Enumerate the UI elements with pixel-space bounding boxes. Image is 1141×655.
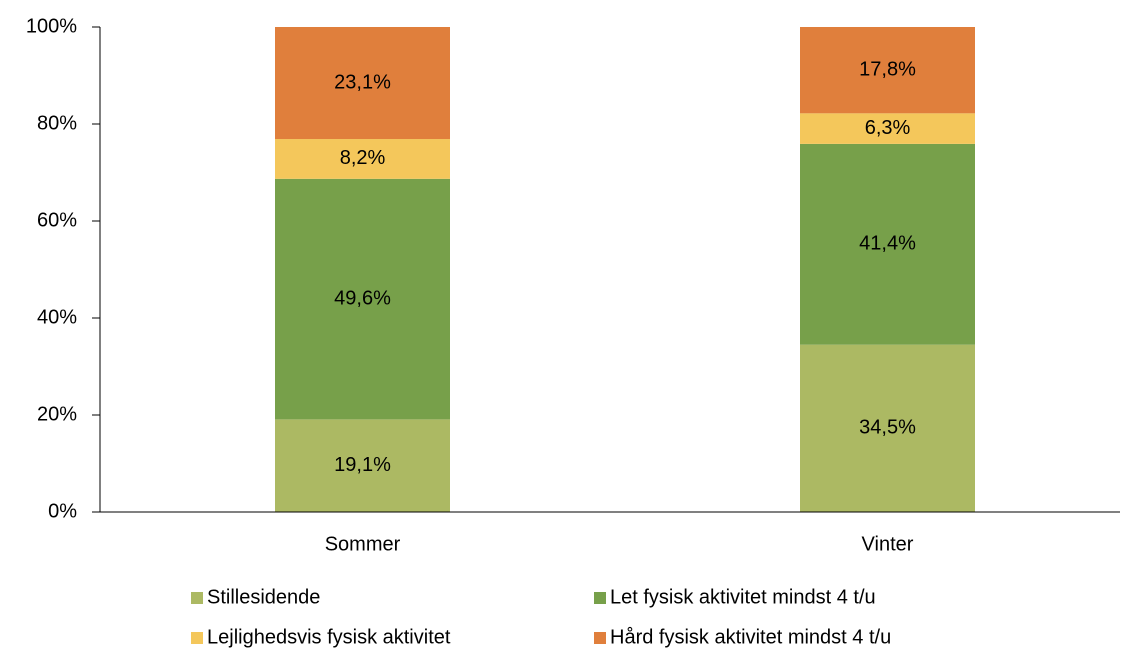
y-tick-label: 60% xyxy=(37,209,77,231)
legend-label: Stillesidende xyxy=(207,586,320,608)
y-tick-label: 0% xyxy=(48,500,77,522)
bar-segment xyxy=(275,419,450,512)
y-tick-label: 80% xyxy=(37,112,77,134)
data-label: 6,3% xyxy=(865,117,911,139)
y-tick-label: 100% xyxy=(26,15,77,37)
legend-label: Let fysisk aktivitet mindst 4 t/u xyxy=(610,586,876,608)
bar-segment xyxy=(275,27,450,140)
y-tick-label: 20% xyxy=(37,403,77,425)
data-label: 34,5% xyxy=(859,417,916,439)
data-label: 19,1% xyxy=(334,454,391,476)
legend-swatch xyxy=(594,592,606,604)
x-tick-label: Vinter xyxy=(862,533,914,555)
legend-swatch xyxy=(594,632,606,644)
bar-segment xyxy=(275,178,450,420)
data-label: 17,8% xyxy=(859,58,916,80)
bar-segment xyxy=(800,344,975,512)
legend-label: Lejlighedsvis fysisk aktivitet xyxy=(207,626,451,648)
bar-segment xyxy=(800,143,975,345)
data-label: 41,4% xyxy=(859,233,916,255)
data-label: 8,2% xyxy=(340,147,386,169)
legend-label: Hård fysisk aktivitet mindst 4 t/u xyxy=(610,626,891,648)
legend-swatch xyxy=(191,632,203,644)
data-label: 23,1% xyxy=(334,71,391,93)
data-label: 49,6% xyxy=(334,287,391,309)
y-tick-label: 40% xyxy=(37,306,77,328)
x-tick-label: Sommer xyxy=(325,533,401,555)
legend-swatch xyxy=(191,592,203,604)
bar-segment xyxy=(275,139,450,179)
bar-segment xyxy=(800,27,975,114)
bar-segment xyxy=(800,113,975,144)
